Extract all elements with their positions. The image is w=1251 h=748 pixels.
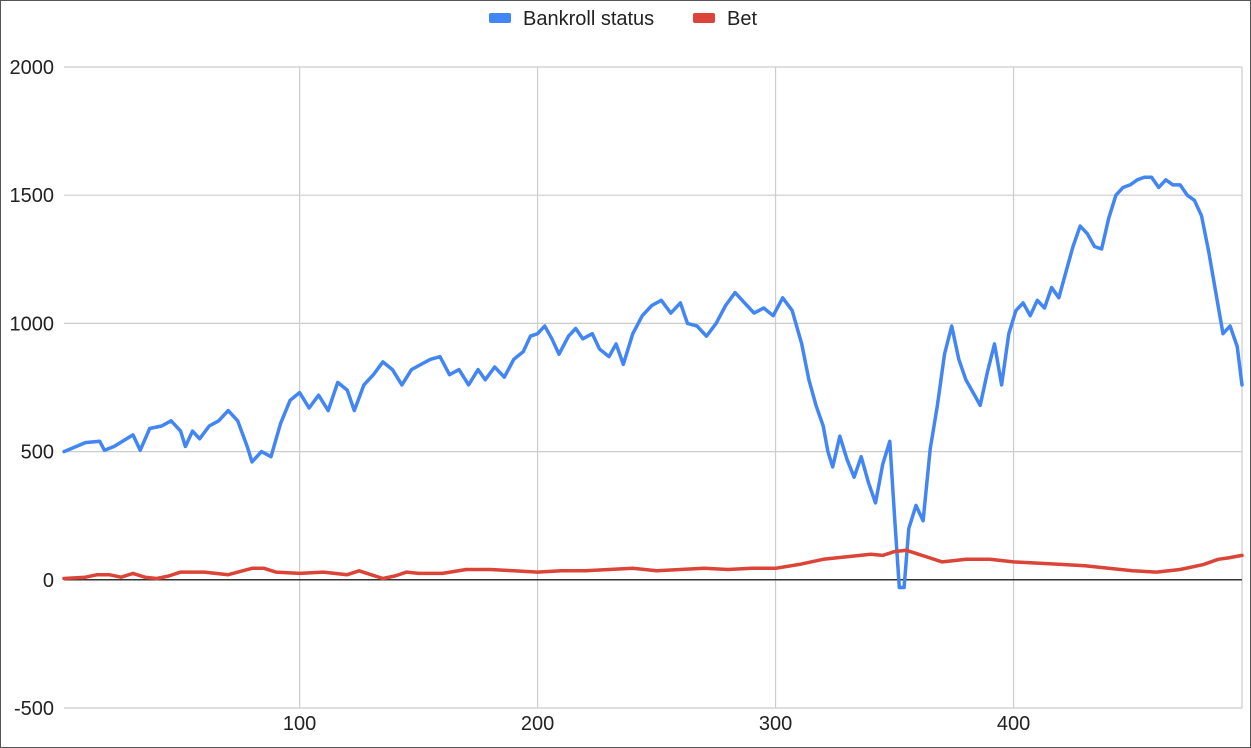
- y-tick-label: 0: [43, 570, 54, 592]
- y-tick-label: 1500: [10, 185, 55, 207]
- legend: Bankroll status Bet: [489, 8, 757, 30]
- y-tick-label: 500: [21, 442, 54, 464]
- x-axis-tick-labels: 100 200 300 400: [283, 713, 1030, 735]
- x-tick-label: 200: [521, 713, 554, 735]
- legend-swatch-bet: [693, 13, 715, 23]
- series-layer: [62, 175, 1244, 590]
- y-axis-tick-labels: -500 0 500 1000 1500 2000: [10, 57, 55, 720]
- legend-swatch-bankroll-status: [489, 13, 511, 23]
- x-tick-label: 100: [283, 713, 316, 735]
- y-tick-label: 2000: [10, 57, 55, 79]
- x-tick-label: 300: [759, 713, 792, 735]
- series-line-bet: [62, 548, 1244, 581]
- grid-lines: [64, 66, 1243, 709]
- y-tick-label: 1000: [10, 313, 55, 335]
- y-tick-label: -500: [14, 698, 54, 720]
- legend-label-bankroll-status: Bankroll status: [523, 8, 654, 30]
- series-line-bankroll-status: [62, 175, 1244, 590]
- x-tick-label: 400: [997, 713, 1030, 735]
- legend-label-bet: Bet: [727, 8, 757, 30]
